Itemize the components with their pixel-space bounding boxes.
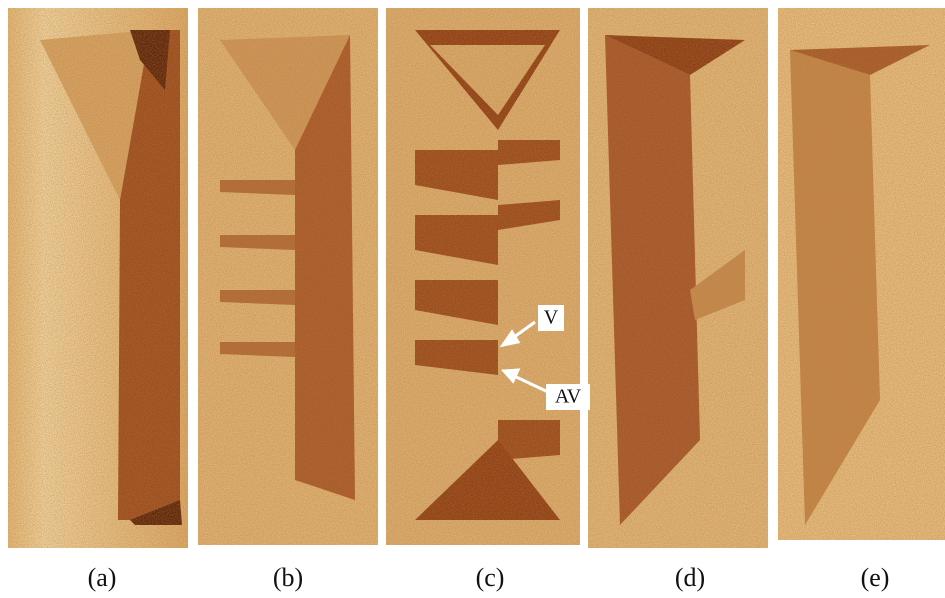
panel-label: (d) bbox=[675, 563, 705, 592]
figure: V AV (a) (b) (c) (d) (e) bbox=[0, 0, 945, 598]
panel-label: (e) bbox=[861, 563, 890, 592]
panel-label: (b) bbox=[273, 563, 303, 592]
panel-d bbox=[588, 8, 768, 548]
annotation: V bbox=[544, 307, 559, 329]
panel-a bbox=[8, 8, 188, 548]
panel-label: (a) bbox=[88, 563, 117, 592]
panel-label: (c) bbox=[476, 563, 505, 592]
annotation: AV bbox=[555, 386, 582, 408]
panel-b bbox=[198, 8, 378, 545]
panel-e bbox=[778, 8, 945, 540]
panel-c bbox=[386, 8, 580, 545]
